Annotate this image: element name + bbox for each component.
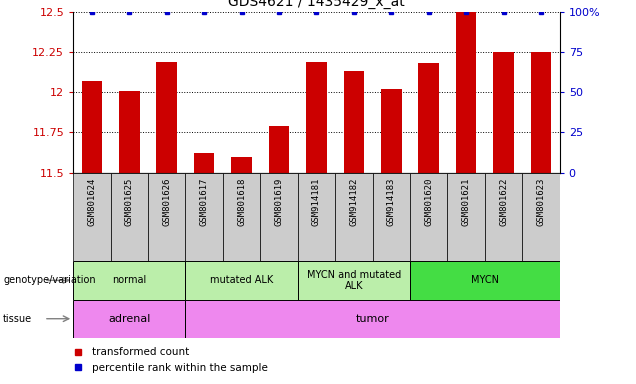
- Bar: [485, 173, 522, 261]
- Bar: [410, 261, 560, 300]
- Bar: [530, 52, 551, 173]
- Bar: [447, 173, 485, 261]
- Text: normal: normal: [112, 275, 146, 285]
- Legend: transformed count, percentile rank within the sample: transformed count, percentile rank withi…: [69, 343, 272, 377]
- Text: GSM801626: GSM801626: [162, 177, 171, 225]
- Bar: [232, 157, 252, 173]
- Text: adrenal: adrenal: [108, 314, 151, 324]
- Bar: [298, 261, 410, 300]
- Bar: [186, 300, 560, 338]
- Text: genotype/variation: genotype/variation: [3, 275, 96, 285]
- Bar: [381, 89, 401, 173]
- Bar: [335, 173, 373, 261]
- Text: GSM914181: GSM914181: [312, 177, 321, 225]
- Bar: [186, 173, 223, 261]
- Bar: [456, 12, 476, 173]
- Bar: [81, 81, 102, 173]
- Bar: [410, 173, 447, 261]
- Bar: [223, 173, 260, 261]
- Text: GSM801623: GSM801623: [537, 177, 546, 225]
- Text: GSM801617: GSM801617: [200, 177, 209, 225]
- Text: MYCN: MYCN: [471, 275, 499, 285]
- Bar: [73, 300, 186, 338]
- Bar: [73, 173, 111, 261]
- Bar: [343, 71, 364, 173]
- Title: GDS4621 / 1435429_x_at: GDS4621 / 1435429_x_at: [228, 0, 404, 9]
- Text: GSM801618: GSM801618: [237, 177, 246, 225]
- Bar: [156, 61, 177, 173]
- Bar: [194, 154, 214, 173]
- Text: tumor: tumor: [356, 314, 389, 324]
- Text: GSM801624: GSM801624: [87, 177, 96, 225]
- Bar: [373, 173, 410, 261]
- Text: GSM801620: GSM801620: [424, 177, 433, 225]
- Text: GSM801619: GSM801619: [275, 177, 284, 225]
- Bar: [522, 173, 560, 261]
- Bar: [119, 91, 139, 173]
- Bar: [73, 261, 186, 300]
- Bar: [494, 52, 514, 173]
- Bar: [418, 63, 439, 173]
- Bar: [268, 126, 289, 173]
- Text: GSM801622: GSM801622: [499, 177, 508, 225]
- Bar: [260, 173, 298, 261]
- Bar: [306, 61, 327, 173]
- Text: mutated ALK: mutated ALK: [210, 275, 273, 285]
- Bar: [186, 261, 298, 300]
- Text: GSM801625: GSM801625: [125, 177, 134, 225]
- Bar: [298, 173, 335, 261]
- Text: GSM914183: GSM914183: [387, 177, 396, 225]
- Text: tissue: tissue: [3, 314, 32, 324]
- Text: GSM801621: GSM801621: [462, 177, 471, 225]
- Bar: [111, 173, 148, 261]
- Bar: [148, 173, 186, 261]
- Text: GSM914182: GSM914182: [349, 177, 358, 225]
- Text: MYCN and mutated
ALK: MYCN and mutated ALK: [307, 270, 401, 291]
